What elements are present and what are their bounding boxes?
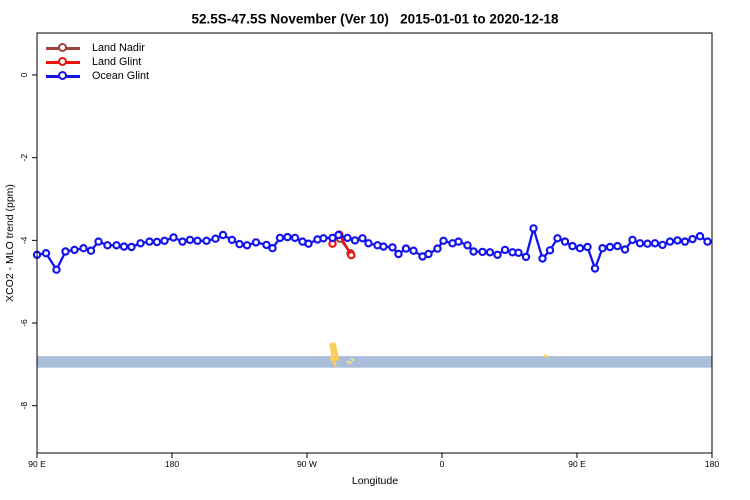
y-tick-label: -6 <box>19 319 29 327</box>
land-glint-line-marker-icon <box>46 55 80 69</box>
legend: Land Nadir Land Glint Ocean Glint <box>46 41 149 83</box>
legend-label: Ocean Glint <box>92 70 150 82</box>
plot-border <box>36 32 713 454</box>
x-tick-label: 90 E <box>568 459 586 469</box>
y-axis-ticks: 0 -2 -4 -6 -8 <box>19 72 37 409</box>
y-tick-label: 0 <box>19 72 29 77</box>
ocean-glint-line-marker-icon <box>46 69 80 83</box>
land-nadir-line-marker-icon <box>46 41 80 55</box>
highlight-band <box>37 356 712 368</box>
legend-label: Land Nadir <box>92 42 145 54</box>
y-tick-label: -4 <box>19 236 29 244</box>
x-tick-label: 180 <box>165 459 179 469</box>
yellow-marks <box>329 342 548 367</box>
y-tick-label: -8 <box>19 402 29 410</box>
legend-item-ocean-glint: Ocean Glint <box>46 69 149 83</box>
x-axis-title: Longitude <box>351 475 399 487</box>
x-tick-label: 90 E <box>28 459 46 469</box>
ocean-glint-series <box>32 224 712 274</box>
legend-label: Land Glint <box>92 56 142 68</box>
x-tick-label: 0 <box>440 459 445 469</box>
x-tick-label: 90 W <box>297 459 317 469</box>
chart-title: 52.5S-47.5S November (Ver 10) 2015-01-01… <box>191 11 559 27</box>
x-tick-label: 180 <box>705 459 719 469</box>
legend-item-land-glint: Land Glint <box>46 55 149 69</box>
legend-item-land-nadir: Land Nadir <box>46 41 149 55</box>
x-axis-ticks: 90 E 180 90 W 0 90 E 180 <box>28 453 719 469</box>
y-tick-label: -2 <box>19 154 29 162</box>
